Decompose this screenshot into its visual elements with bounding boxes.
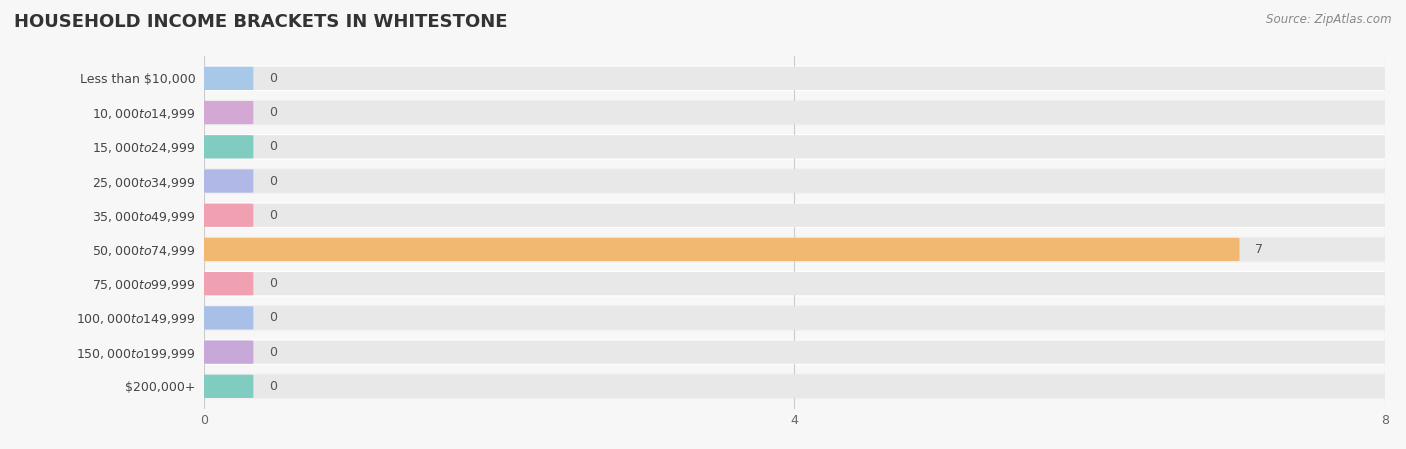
Text: 0: 0 — [269, 106, 277, 119]
FancyBboxPatch shape — [201, 272, 253, 295]
FancyBboxPatch shape — [204, 134, 1385, 160]
FancyBboxPatch shape — [201, 340, 253, 364]
FancyBboxPatch shape — [201, 238, 1240, 261]
Text: 0: 0 — [269, 175, 277, 188]
FancyBboxPatch shape — [204, 305, 1385, 331]
FancyBboxPatch shape — [201, 238, 1388, 261]
FancyBboxPatch shape — [201, 101, 253, 124]
FancyBboxPatch shape — [204, 339, 1385, 365]
Text: 0: 0 — [269, 72, 277, 85]
FancyBboxPatch shape — [204, 237, 1385, 262]
FancyBboxPatch shape — [201, 272, 1388, 295]
FancyBboxPatch shape — [201, 375, 1388, 398]
Text: 0: 0 — [269, 380, 277, 393]
FancyBboxPatch shape — [204, 202, 1385, 228]
FancyBboxPatch shape — [201, 306, 253, 330]
Text: HOUSEHOLD INCOME BRACKETS IN WHITESTONE: HOUSEHOLD INCOME BRACKETS IN WHITESTONE — [14, 13, 508, 31]
FancyBboxPatch shape — [204, 66, 1385, 91]
FancyBboxPatch shape — [201, 375, 253, 398]
FancyBboxPatch shape — [201, 203, 1388, 227]
Text: 7: 7 — [1256, 243, 1263, 256]
FancyBboxPatch shape — [201, 169, 253, 193]
FancyBboxPatch shape — [201, 101, 1388, 124]
Text: Source: ZipAtlas.com: Source: ZipAtlas.com — [1267, 13, 1392, 26]
FancyBboxPatch shape — [201, 169, 1388, 193]
Text: 0: 0 — [269, 277, 277, 290]
FancyBboxPatch shape — [204, 100, 1385, 125]
Text: 0: 0 — [269, 312, 277, 325]
FancyBboxPatch shape — [201, 67, 253, 90]
Text: 0: 0 — [269, 140, 277, 153]
FancyBboxPatch shape — [201, 135, 253, 158]
FancyBboxPatch shape — [204, 168, 1385, 194]
FancyBboxPatch shape — [201, 340, 1388, 364]
FancyBboxPatch shape — [204, 374, 1385, 399]
FancyBboxPatch shape — [201, 306, 1388, 330]
FancyBboxPatch shape — [201, 135, 1388, 158]
FancyBboxPatch shape — [201, 67, 1388, 90]
Text: 0: 0 — [269, 209, 277, 222]
Text: 0: 0 — [269, 346, 277, 359]
FancyBboxPatch shape — [201, 203, 253, 227]
FancyBboxPatch shape — [204, 271, 1385, 296]
